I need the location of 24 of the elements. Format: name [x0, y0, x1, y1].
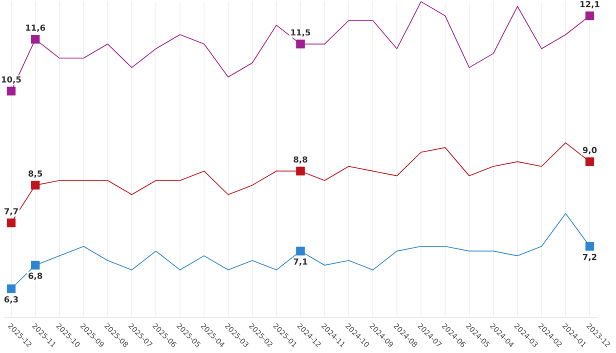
- data-label: 8,5: [28, 170, 42, 178]
- data-label: 12,1: [580, 1, 600, 8]
- point: [31, 35, 40, 44]
- point: [31, 180, 40, 190]
- data-label: 6,3: [4, 296, 18, 304]
- data-label: 6,8: [28, 272, 42, 280]
- point: [585, 12, 594, 20]
- point: [585, 157, 594, 166]
- data-label: 7,2: [582, 254, 596, 262]
- point: [6, 284, 16, 294]
- point: [296, 246, 305, 256]
- point: [6, 86, 16, 96]
- data-label: 11,6: [26, 24, 46, 32]
- point: [6, 218, 16, 228]
- data-label: 11,5: [291, 29, 310, 37]
- data-label: 8,8: [294, 156, 308, 164]
- data-label: 9,0: [582, 147, 597, 154]
- point: [296, 40, 305, 48]
- point: [585, 242, 594, 251]
- data-label: 10,5: [2, 76, 21, 84]
- point: [296, 166, 305, 176]
- data-label: 7,7: [4, 208, 18, 216]
- point: [31, 260, 40, 270]
- data-label: 7,1: [294, 258, 308, 266]
